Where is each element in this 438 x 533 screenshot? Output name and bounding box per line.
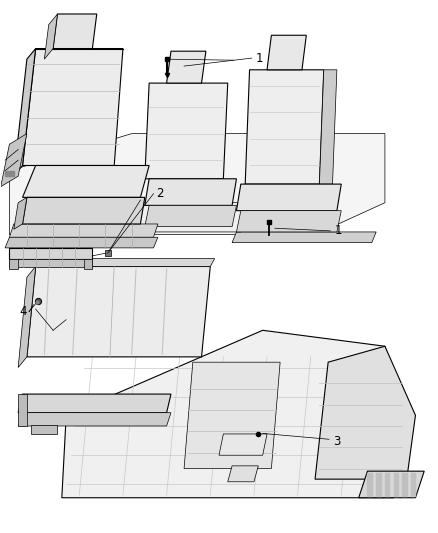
Polygon shape <box>10 259 18 269</box>
Polygon shape <box>367 473 372 496</box>
Polygon shape <box>14 197 27 229</box>
Text: 4: 4 <box>19 305 27 318</box>
Polygon shape <box>267 35 306 70</box>
Polygon shape <box>245 70 324 184</box>
Polygon shape <box>84 259 92 269</box>
Polygon shape <box>123 203 250 232</box>
Polygon shape <box>53 14 97 49</box>
Polygon shape <box>219 434 267 455</box>
Polygon shape <box>10 224 158 237</box>
Polygon shape <box>18 413 171 426</box>
Polygon shape <box>62 330 407 498</box>
Polygon shape <box>5 171 14 176</box>
Polygon shape <box>385 473 389 496</box>
Polygon shape <box>27 266 210 357</box>
Polygon shape <box>237 211 341 232</box>
Polygon shape <box>411 473 416 496</box>
Polygon shape <box>14 49 35 176</box>
Polygon shape <box>22 197 145 224</box>
Polygon shape <box>22 49 123 165</box>
Polygon shape <box>315 346 416 479</box>
Polygon shape <box>145 205 237 227</box>
Polygon shape <box>394 473 398 496</box>
Polygon shape <box>18 394 27 426</box>
Polygon shape <box>18 266 35 368</box>
Polygon shape <box>31 425 57 434</box>
Polygon shape <box>10 134 385 235</box>
Polygon shape <box>166 51 206 83</box>
Polygon shape <box>18 394 171 413</box>
Text: 2: 2 <box>155 187 163 200</box>
Polygon shape <box>376 473 381 496</box>
Polygon shape <box>359 471 424 498</box>
Polygon shape <box>10 259 92 266</box>
Polygon shape <box>403 473 407 496</box>
Polygon shape <box>228 466 258 482</box>
Text: 3: 3 <box>333 435 341 448</box>
Polygon shape <box>10 248 92 259</box>
Polygon shape <box>237 184 341 211</box>
Polygon shape <box>22 165 149 197</box>
Polygon shape <box>44 14 57 59</box>
Polygon shape <box>145 179 237 205</box>
Polygon shape <box>1 134 27 187</box>
Polygon shape <box>145 83 228 179</box>
Text: 1: 1 <box>335 224 342 237</box>
Polygon shape <box>232 232 376 243</box>
Polygon shape <box>319 70 337 184</box>
Polygon shape <box>5 237 158 248</box>
Polygon shape <box>35 259 215 266</box>
Text: 1: 1 <box>256 52 264 64</box>
Polygon shape <box>184 362 280 469</box>
